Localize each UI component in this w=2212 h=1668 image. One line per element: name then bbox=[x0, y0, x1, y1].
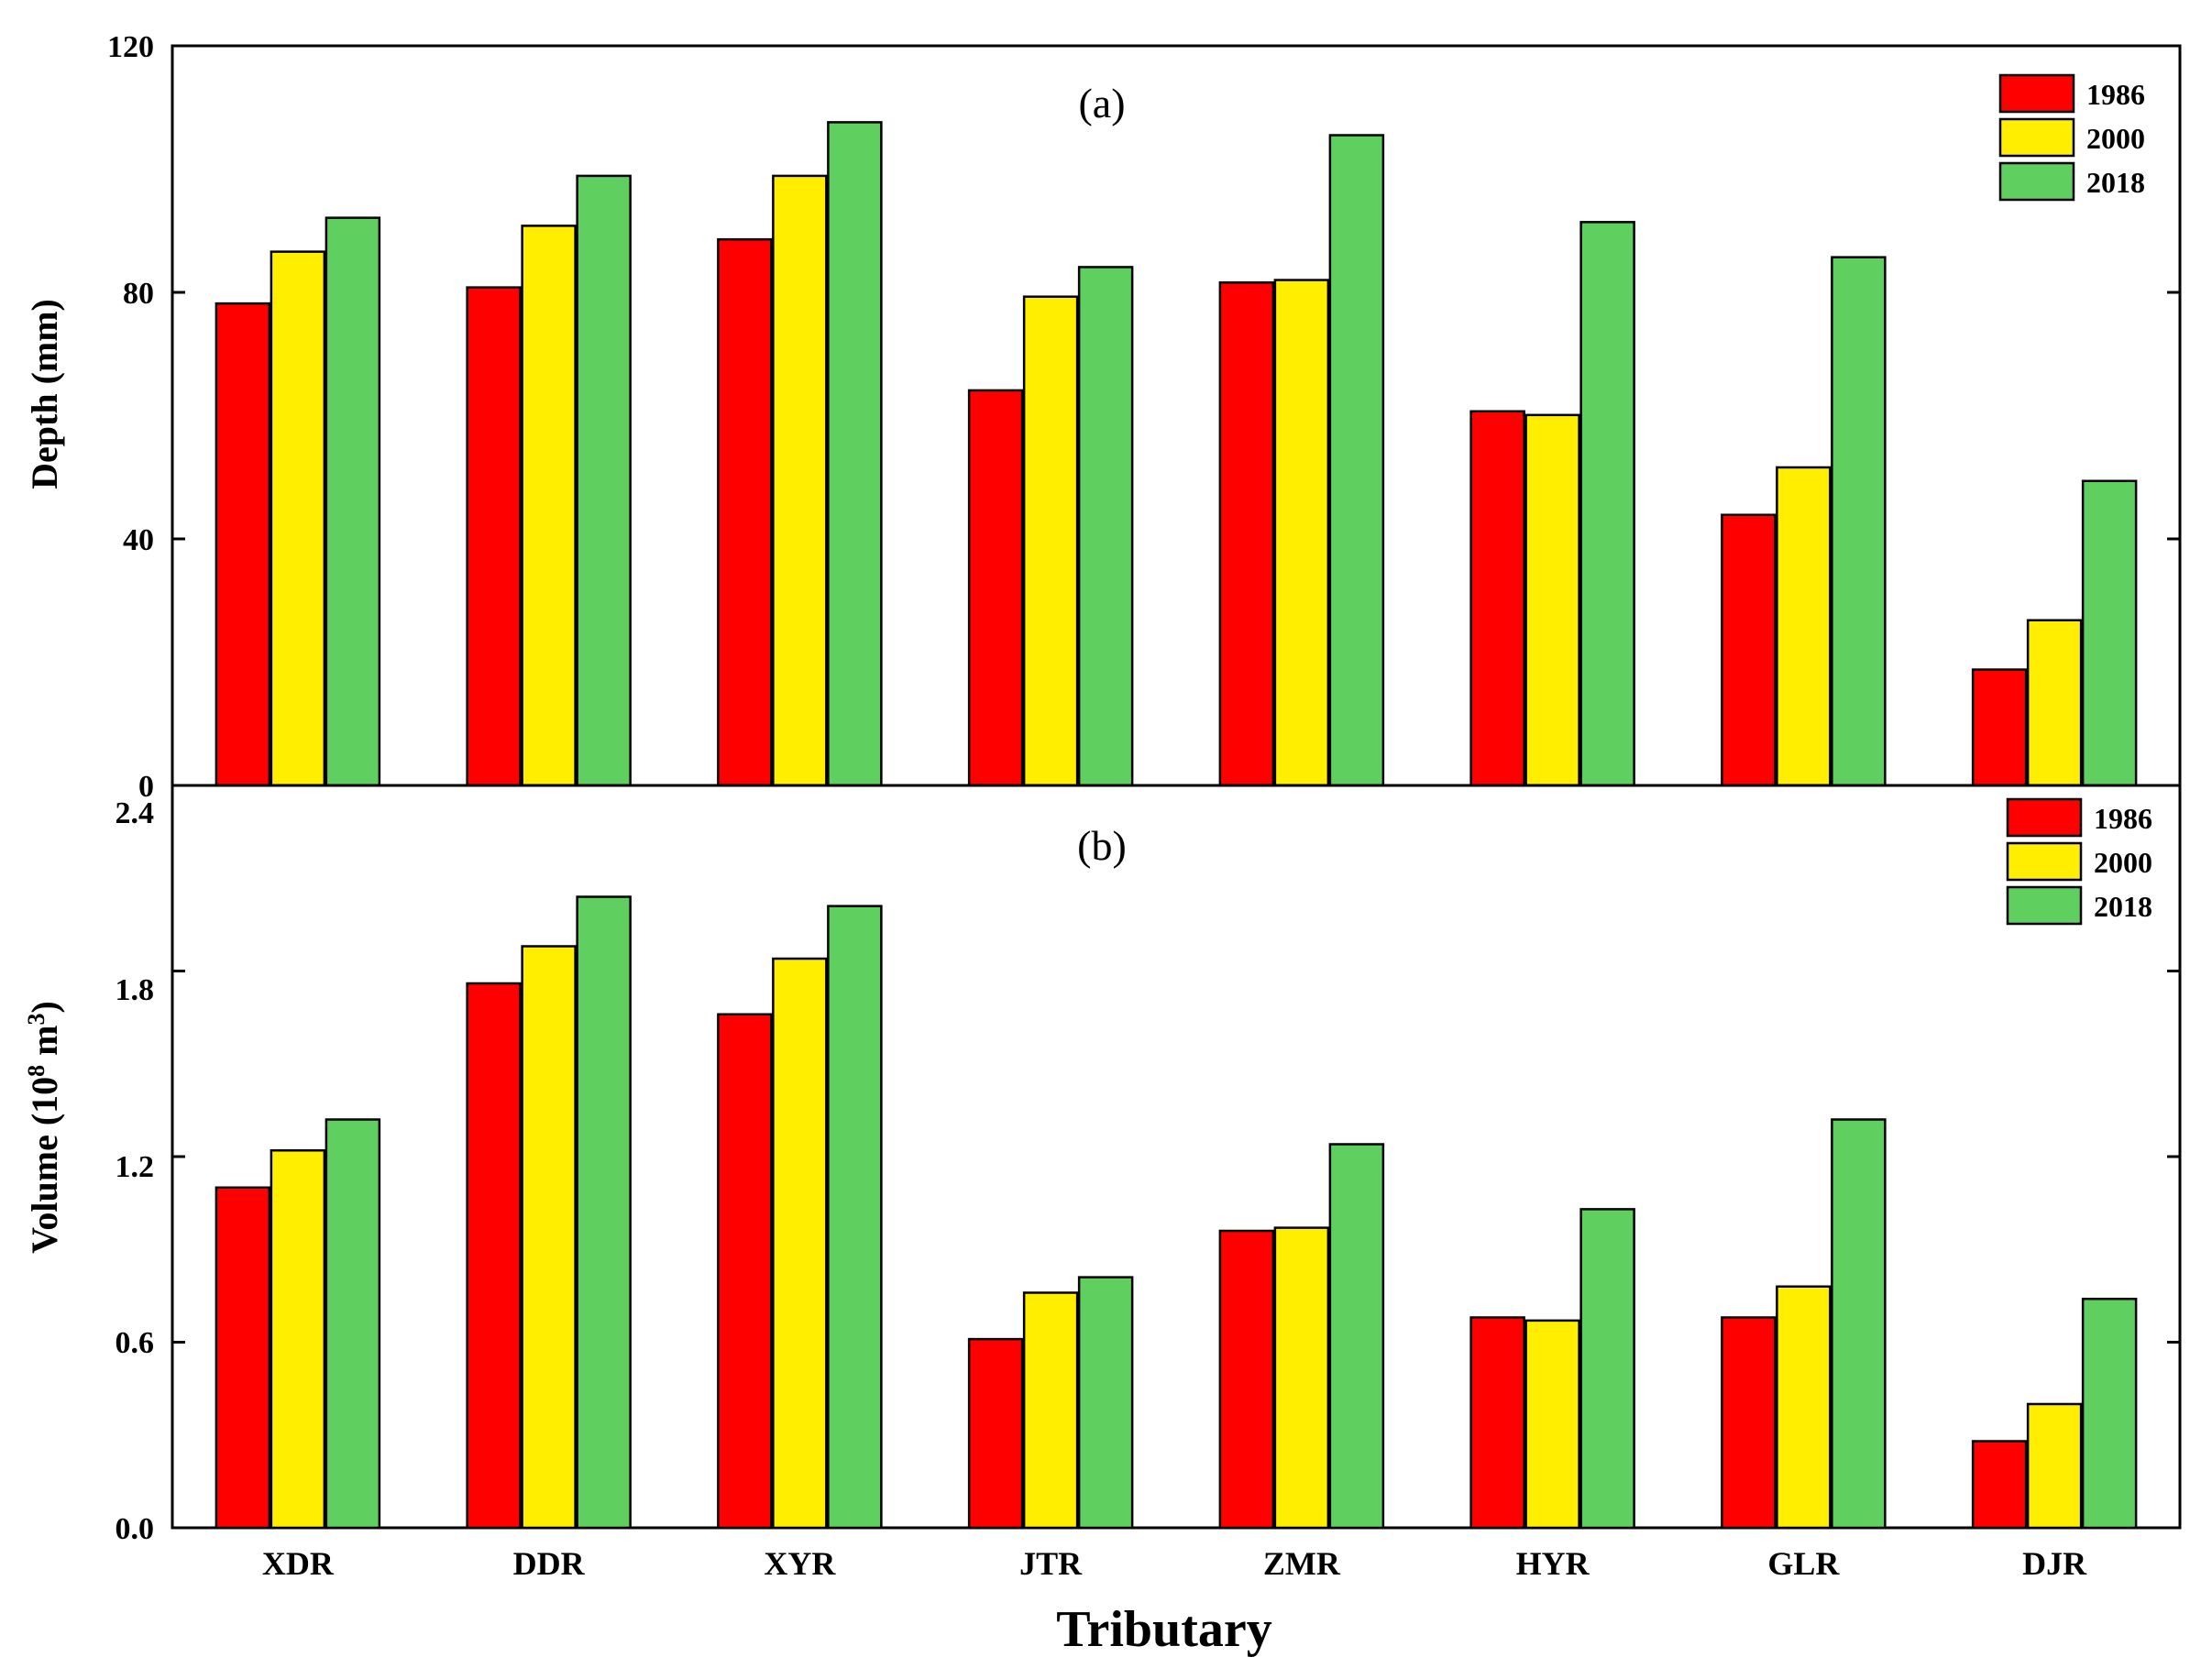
panel-a-legend-swatch-2018 bbox=[1998, 161, 2075, 202]
panel-b-bar-jtr-2018 bbox=[1077, 1276, 1134, 1530]
panel-b-ytick-4: 2.4 bbox=[116, 796, 155, 830]
volume-title-exp1: 8 bbox=[23, 1065, 50, 1077]
panel-a-ytick-3: 120 bbox=[107, 30, 154, 64]
volume-title-part2: m bbox=[24, 1026, 65, 1065]
panel-b-legend-label-1986: 1986 bbox=[2094, 802, 2152, 835]
panel-b-bar-zmr-2000 bbox=[1273, 1226, 1330, 1530]
category-label-glr: GLR bbox=[1767, 1545, 1840, 1582]
panel-a-bar-djr-2000 bbox=[2026, 619, 2083, 787]
panel-a-bar-zmr-2018 bbox=[1328, 134, 1385, 787]
panel-a-legend: 1986 2000 2018 bbox=[1998, 73, 2145, 202]
panel-a-bar-jtr-2000 bbox=[1022, 295, 1079, 787]
panel-a-legend-label-1986: 1986 bbox=[2086, 78, 2145, 111]
panel-a-bar-glr-1986 bbox=[1721, 513, 1777, 787]
panel-a-bar-hyr-2000 bbox=[1524, 413, 1580, 787]
panel-b-bar-xyr-2000 bbox=[772, 957, 828, 1530]
panel-b-bar-djr-2000 bbox=[2026, 1402, 2083, 1530]
panel-a-legend-swatch-2000 bbox=[1998, 117, 2075, 158]
panel-b-bars bbox=[172, 784, 2180, 1530]
volume-title-part1: Volume (10 bbox=[24, 1077, 65, 1254]
panel-b-bar-ddr-1986 bbox=[466, 982, 522, 1530]
category-label-hyr: HYR bbox=[1516, 1545, 1590, 1582]
panel-b-legend-swatch-2018 bbox=[2006, 885, 2083, 926]
panel-a-ytick-1: 40 bbox=[123, 523, 154, 557]
panel-b-bar-djr-1986 bbox=[1971, 1440, 2028, 1530]
panel-b-bar-jtr-1986 bbox=[967, 1337, 1024, 1530]
panel-a-bar-hyr-2018 bbox=[1579, 221, 1635, 787]
panel-b-bar-xdr-1986 bbox=[215, 1186, 271, 1530]
panel-b-ytick-3: 1.8 bbox=[116, 973, 155, 1007]
panel-b-bar-ddr-2018 bbox=[576, 895, 632, 1530]
panel-b-bar-zmr-2018 bbox=[1328, 1143, 1385, 1530]
panel-a-ytick-2: 80 bbox=[123, 277, 154, 311]
panel-a-bar-jtr-2018 bbox=[1077, 266, 1134, 787]
panel-a-bar-xdr-2000 bbox=[270, 250, 326, 787]
panel-a-bar-zmr-2000 bbox=[1273, 279, 1330, 787]
panel-b-bar-xdr-2000 bbox=[270, 1149, 326, 1530]
panel-b-bar-zmr-1986 bbox=[1218, 1229, 1275, 1530]
panel-b-bar-xdr-2018 bbox=[325, 1118, 381, 1530]
panel-b-legend-swatch-2000 bbox=[2006, 841, 2083, 882]
category-label-xyr: XYR bbox=[764, 1545, 836, 1582]
panel-a-bar-xyr-1986 bbox=[717, 237, 773, 787]
panel-b-bar-hyr-2018 bbox=[1579, 1208, 1635, 1530]
panel-a-bar-djr-2018 bbox=[2081, 479, 2138, 787]
category-label-jtr: JTR bbox=[1019, 1545, 1083, 1582]
category-label-zmr: ZMR bbox=[1263, 1545, 1341, 1582]
panel-b-legend-label-2000: 2000 bbox=[2094, 846, 2152, 879]
panel-b-bar-jtr-2000 bbox=[1022, 1291, 1079, 1530]
panel-b-bar-xyr-2018 bbox=[827, 905, 883, 1530]
panel-a-bar-ddr-1986 bbox=[466, 286, 522, 787]
panel-b-bar-xyr-1986 bbox=[717, 1013, 773, 1530]
panel-a-bar-glr-2018 bbox=[1831, 256, 1887, 787]
panel-a-y-axis-title: Depth (mm) bbox=[24, 299, 65, 489]
panel-a-bars bbox=[172, 44, 2180, 787]
panel-b-legend-swatch-1986 bbox=[2006, 797, 2083, 838]
panel-a-legend-label-2000: 2000 bbox=[2086, 122, 2145, 155]
panel-b-category-labels: XDR DDR XYR JTR ZMR HYR GLR DJR bbox=[262, 1545, 2087, 1582]
panel-b-bar-ddr-2000 bbox=[521, 945, 577, 1530]
panel-b-legend-label-2018: 2018 bbox=[2094, 890, 2152, 923]
panel-b-volume-chart: (b) Volume (108 m3) 0.0 0.6 1.2 1.8 2.4 … bbox=[23, 784, 2182, 1658]
category-label-xdr: XDR bbox=[262, 1545, 335, 1582]
panel-b-bar-hyr-2000 bbox=[1524, 1319, 1580, 1530]
panel-a-ytick-0: 0 bbox=[138, 770, 154, 804]
panel-a-bar-jtr-1986 bbox=[967, 389, 1024, 787]
panel-a-legend-label-2018: 2018 bbox=[2086, 166, 2145, 199]
panel-b-legend: 1986 2000 2018 bbox=[2006, 797, 2152, 926]
panel-b-bar-glr-2000 bbox=[1776, 1285, 1832, 1530]
panel-a-label: (a) bbox=[1078, 80, 1125, 126]
panel-b-bar-glr-2018 bbox=[1831, 1118, 1887, 1530]
panel-b-label: (b) bbox=[1077, 822, 1127, 869]
x-axis-title: Tributary bbox=[1056, 1601, 1271, 1658]
panel-a-bar-djr-1986 bbox=[1971, 668, 2028, 787]
panel-a-depth-chart: (a) Depth (mm) 0 40 80 120 1986 2000 201… bbox=[24, 30, 2182, 804]
volume-title-exp2: 3 bbox=[23, 1014, 50, 1026]
volume-title-part3: ) bbox=[24, 1001, 65, 1013]
panel-a-bar-xyr-2018 bbox=[827, 121, 883, 787]
panel-b-bar-djr-2018 bbox=[2081, 1298, 2138, 1530]
panel-a-bar-hyr-1986 bbox=[1469, 410, 1525, 787]
panel-a-bar-zmr-1986 bbox=[1218, 280, 1275, 787]
panel-a-bar-xdr-2018 bbox=[325, 216, 381, 787]
panel-b-y-axis-title: Volume (108 m3) bbox=[23, 1001, 66, 1254]
panel-b-bar-hyr-1986 bbox=[1469, 1316, 1525, 1530]
panel-b-ytick-0: 0.0 bbox=[116, 1512, 155, 1546]
panel-a-bar-ddr-2000 bbox=[521, 225, 577, 787]
panel-b-ytick-2: 1.2 bbox=[116, 1150, 155, 1184]
panel-a-legend-swatch-1986 bbox=[1998, 73, 2075, 114]
category-label-djr: DJR bbox=[2022, 1545, 2087, 1582]
category-label-ddr: DDR bbox=[513, 1545, 586, 1582]
panel-a-bar-xyr-2000 bbox=[772, 174, 828, 787]
panel-b-ytick-1: 0.6 bbox=[116, 1326, 155, 1360]
panel-a-bar-glr-2000 bbox=[1776, 466, 1832, 787]
panel-b-bar-glr-1986 bbox=[1721, 1316, 1777, 1530]
panel-a-bar-xdr-1986 bbox=[215, 302, 271, 787]
panel-a-bar-ddr-2018 bbox=[576, 174, 632, 787]
